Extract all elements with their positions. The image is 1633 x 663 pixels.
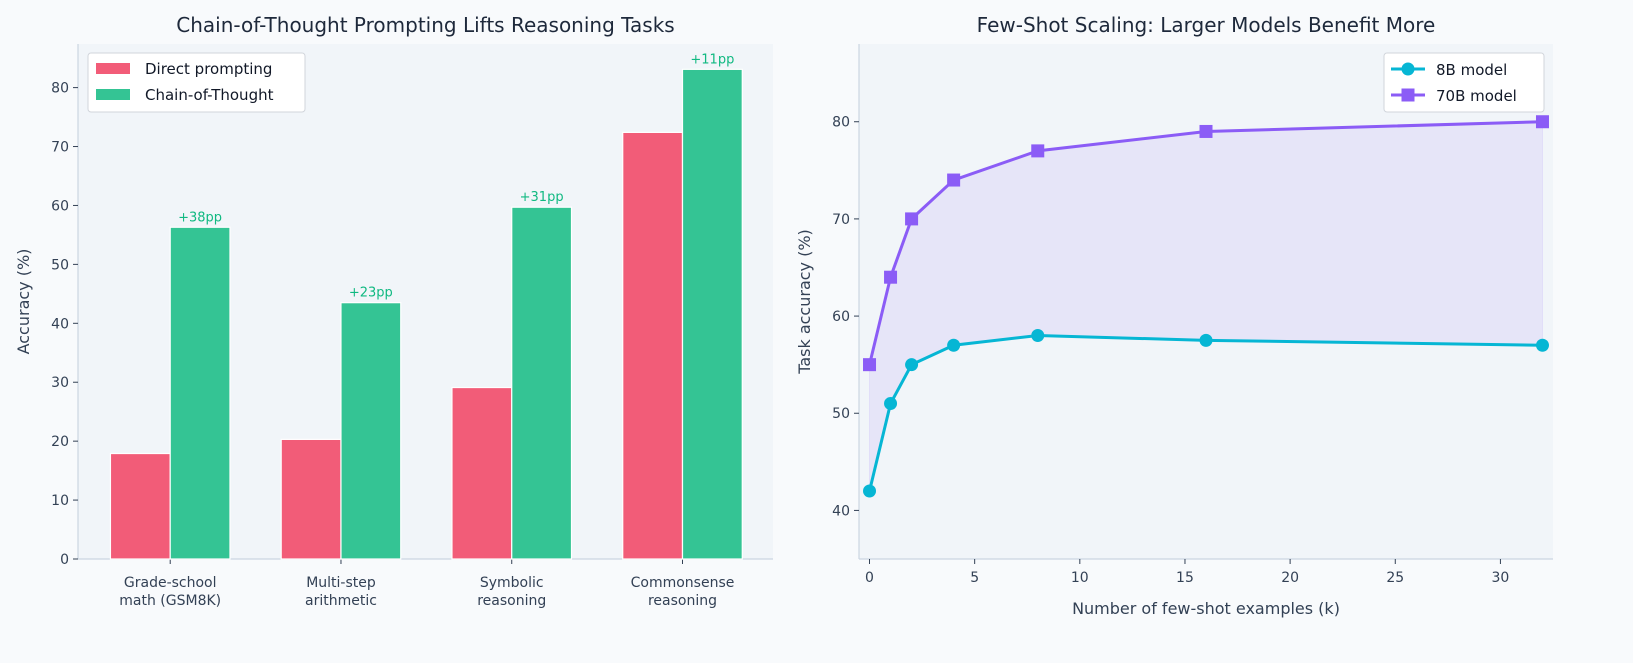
y-tick-label: 80 (51, 81, 69, 97)
bar-cot (511, 206, 573, 560)
bar-direct (451, 386, 513, 560)
legend-label: 8B model (1436, 61, 1507, 79)
bar-direct (109, 452, 171, 560)
y-tick-label: 0 (60, 552, 69, 568)
series-70b-point (947, 173, 961, 187)
y-tick-label: 50 (51, 257, 69, 273)
series-8b-point (947, 338, 961, 352)
legend-label: 70B model (1436, 87, 1517, 105)
bar-cot (681, 68, 743, 560)
gain-label: +11pp (690, 52, 734, 67)
legend-swatch (96, 63, 130, 74)
x-tick-label: Grade-school (124, 575, 217, 591)
y-tick-label: 20 (51, 434, 69, 450)
series-70b-point (905, 212, 919, 226)
x-tick-label: Multi-step (306, 575, 376, 591)
x-tick-label: 5 (970, 570, 979, 586)
series-8b-point (1031, 329, 1045, 343)
bar-cot (340, 302, 402, 560)
gain-label: +31pp (520, 190, 564, 205)
series-70b-point (884, 270, 898, 284)
x-tick-label: math (GSM8K) (119, 593, 221, 609)
x-tick-label: reasoning (477, 593, 546, 609)
series-8b-point (1535, 338, 1549, 352)
y-tick-label: 30 (51, 375, 69, 391)
x-tick-label: 25 (1386, 570, 1404, 586)
series-8b-point (905, 358, 919, 372)
series-8b-point (863, 484, 877, 498)
legend-marker (1401, 88, 1415, 102)
x-tick-label: 30 (1492, 570, 1510, 586)
y-axis-label: Task accuracy (%) (795, 229, 814, 375)
x-tick-label: Commonsense (631, 575, 735, 591)
x-tick-label: arithmetic (305, 593, 377, 609)
x-tick-label: 15 (1176, 570, 1194, 586)
legend-label: Chain-of-Thought (145, 86, 274, 104)
series-70b-point (1199, 124, 1213, 138)
chart-title: Chain-of-Thought Prompting Lifts Reasoni… (176, 13, 674, 37)
y-tick-label: 70 (832, 212, 850, 228)
gain-label: +38pp (178, 210, 222, 225)
legend-marker (1401, 62, 1415, 76)
y-tick-label: 50 (832, 406, 850, 422)
gain-label: +23pp (349, 286, 393, 301)
y-tick-label: 10 (51, 493, 69, 509)
series-70b-point (863, 358, 877, 372)
y-axis-label: Accuracy (%) (14, 249, 33, 355)
bar-cot (169, 226, 231, 560)
y-tick-label: 40 (832, 503, 850, 519)
bar-direct (280, 438, 342, 560)
legend-swatch (96, 89, 130, 100)
legend: Direct prompting Chain-of-Thought (87, 52, 306, 113)
bar-direct (622, 131, 684, 560)
y-tick-label: 70 (51, 140, 69, 156)
legend-label: Direct prompting (145, 60, 272, 78)
x-tick-label: 0 (865, 570, 874, 586)
series-70b-point (1535, 115, 1549, 129)
x-tick-label: Symbolic (480, 575, 544, 591)
series-8b-point (1199, 333, 1213, 347)
bar-chart: Chain-of-Thought Prompting Lifts Reasoni… (14, 13, 773, 609)
x-axis-label: Number of few-shot examples (k) (1072, 599, 1340, 618)
x-tick-label: 20 (1281, 570, 1299, 586)
x-tick-label: 10 (1071, 570, 1089, 586)
series-70b-point (1031, 144, 1045, 158)
line-chart: Few-Shot Scaling: Larger Models Benefit … (795, 13, 1553, 618)
legend-box (87, 52, 306, 113)
y-tick-label: 60 (832, 309, 850, 325)
y-tick-label: 80 (832, 115, 850, 131)
y-tick-label: 40 (51, 316, 69, 332)
y-tick-label: 60 (51, 198, 69, 214)
series-8b-point (884, 397, 898, 411)
x-tick-label: reasoning (648, 593, 717, 609)
chart-title: Few-Shot Scaling: Larger Models Benefit … (977, 13, 1436, 37)
legend: 8B model 70B model (1383, 52, 1545, 113)
